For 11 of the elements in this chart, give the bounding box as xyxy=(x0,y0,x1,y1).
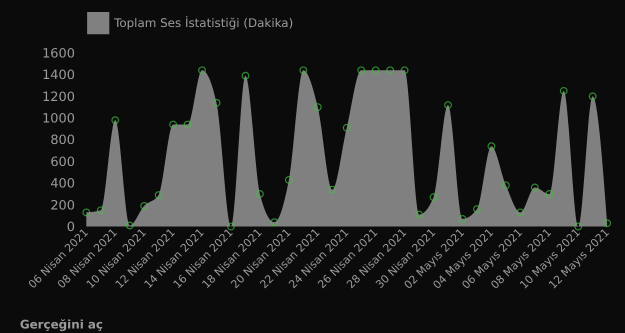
y-tick-label: 1400 xyxy=(42,68,75,84)
y-tick-label: 1000 xyxy=(42,111,75,126)
y-tick-label: 1200 xyxy=(42,90,75,105)
text: Gerçeğini aç xyxy=(20,318,103,332)
y-tick-label: 800 xyxy=(50,133,75,148)
y-tick-label: 1600 xyxy=(42,46,75,62)
y-tick-label: 0 xyxy=(66,220,75,235)
y-tick-label: 400 xyxy=(50,176,75,192)
y-tick-label: 600 xyxy=(50,154,75,170)
legend-label: Toplam Ses İstatistiği (Dakika) xyxy=(113,16,294,30)
y-tick-label: 200 xyxy=(50,198,75,214)
